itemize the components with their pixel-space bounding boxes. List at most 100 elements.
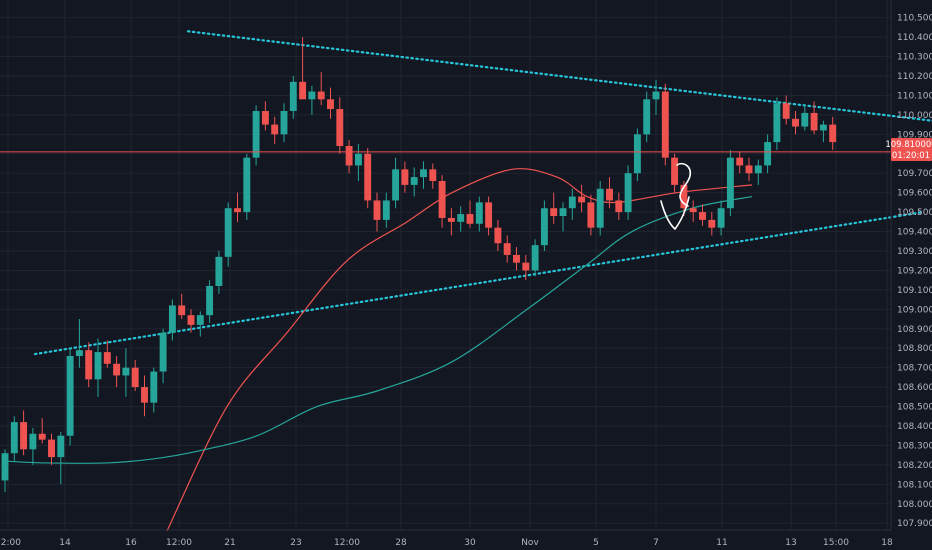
candle <box>75 319 83 368</box>
candle-body <box>652 91 660 100</box>
candle <box>206 280 214 323</box>
time-tick-label: 28 <box>395 538 407 548</box>
candle-body <box>457 214 465 222</box>
candle <box>745 157 753 181</box>
candle <box>531 239 539 277</box>
candle-body <box>829 124 837 143</box>
candle <box>801 105 809 131</box>
candle-body <box>792 118 799 127</box>
time-axis[interactable]: 12:00 14 16 12:00 21 23 12:00 28 30 Nov 5 7 11 13 15:0… <box>0 538 893 548</box>
candle-body <box>122 367 130 376</box>
candle-body <box>596 188 604 228</box>
candle <box>643 91 651 143</box>
candle-body <box>420 169 427 178</box>
candle <box>85 342 93 388</box>
price-tick-label: 108.200000 <box>897 461 932 471</box>
candle <box>66 348 74 446</box>
candle-body <box>38 433 46 440</box>
candle <box>168 299 176 341</box>
candle <box>271 116 279 145</box>
candle <box>317 72 325 106</box>
candle-body <box>726 157 734 209</box>
candle <box>224 202 232 267</box>
candle-body <box>345 146 353 166</box>
candle-body <box>606 188 613 201</box>
candle-body <box>745 165 753 174</box>
candle <box>513 247 520 271</box>
candle-body <box>187 315 195 325</box>
price-tick-label: 109.200000 <box>897 266 932 276</box>
candle <box>336 97 344 154</box>
candle <box>103 340 111 368</box>
annotation-down-arrow <box>660 196 690 231</box>
candles <box>1 37 837 493</box>
candle-body <box>48 439 55 458</box>
candle-body <box>661 91 669 158</box>
grid-lines <box>0 0 891 530</box>
candle-body <box>773 103 781 143</box>
candle-body <box>94 352 102 380</box>
candle-body <box>550 208 558 216</box>
price-tick-label: 108.700000 <box>897 364 932 374</box>
price-tick-label: 108.800000 <box>897 344 932 354</box>
candle <box>503 235 511 263</box>
candle-body <box>261 111 269 125</box>
candle <box>578 184 586 213</box>
candle-body <box>503 243 511 255</box>
candle-body <box>382 200 390 220</box>
candle-body <box>531 245 539 271</box>
candle-body <box>373 200 381 220</box>
candle-body <box>633 134 641 174</box>
candle <box>345 140 353 174</box>
time-tick-label: 15:00 <box>823 538 849 548</box>
price-tick-label: 110.000000 <box>897 111 932 121</box>
candle-body <box>20 422 28 450</box>
candle-body <box>336 109 344 146</box>
candle-body <box>410 177 418 185</box>
candle <box>652 79 660 115</box>
price-tick-label: 109.500000 <box>897 208 932 218</box>
candle <box>568 188 576 220</box>
candle-body <box>159 332 167 372</box>
candle <box>736 151 744 174</box>
candle-body <box>196 315 204 325</box>
candle-body <box>206 286 214 316</box>
current-price-label-bg <box>891 138 932 161</box>
price-tick-label: 110.500000 <box>897 14 932 24</box>
candle-body <box>234 208 241 213</box>
candle <box>196 311 204 337</box>
candle-body <box>150 371 158 403</box>
candle <box>38 418 46 444</box>
price-tick-label: 109.000000 <box>897 305 932 315</box>
candle-body <box>615 200 623 213</box>
time-tick-label: 7 <box>653 538 659 548</box>
candle <box>410 167 418 197</box>
time-tick-label: 23 <box>290 538 301 548</box>
time-tick-label: 13 <box>785 538 796 548</box>
candle <box>382 192 390 228</box>
candle <box>717 200 725 236</box>
candle <box>57 431 65 485</box>
candle <box>234 192 241 222</box>
candle-body <box>754 165 762 174</box>
candle <box>261 101 269 131</box>
price-tick-label: 108.600000 <box>897 383 932 393</box>
candle <box>596 181 604 236</box>
candle <box>187 309 195 333</box>
candle <box>540 200 548 251</box>
candle <box>252 105 260 166</box>
time-tick-label: 30 <box>464 538 476 548</box>
candle-body <box>29 433 37 450</box>
candle <box>708 212 716 236</box>
candle-body <box>224 208 232 257</box>
candle-body <box>680 184 688 209</box>
candle-body <box>252 111 260 158</box>
candle-body <box>494 227 502 244</box>
price-tick-label: 107.900000 <box>897 519 932 529</box>
candle-body <box>736 157 744 166</box>
price-tick-label: 109.300000 <box>897 247 932 257</box>
candle-body <box>299 81 307 100</box>
